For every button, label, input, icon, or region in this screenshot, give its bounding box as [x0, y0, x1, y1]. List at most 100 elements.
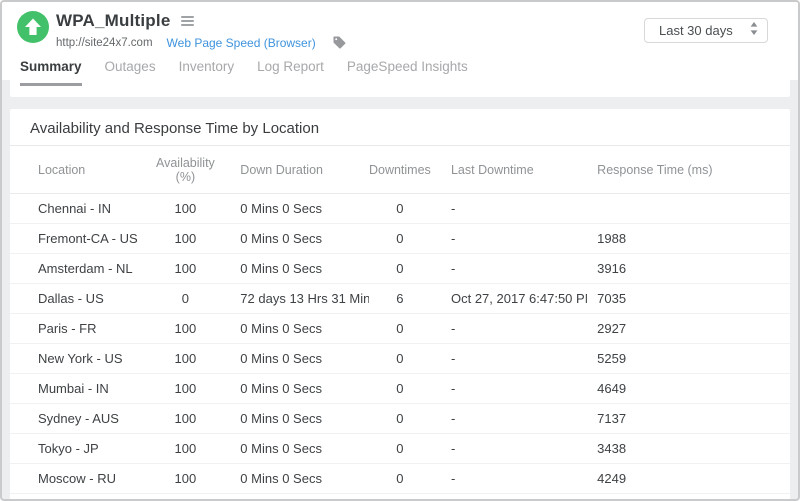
tag-icon[interactable] — [332, 35, 347, 50]
table-cell: - — [439, 254, 587, 284]
column-header: Location — [10, 146, 147, 194]
table-cell: 0 Mins 0 Secs — [232, 314, 369, 344]
table-cell: New York - US — [10, 344, 147, 374]
tab-summary[interactable]: Summary — [20, 59, 82, 86]
table-cell: Fremont-CA - US — [10, 224, 147, 254]
table-cell: 3916 — [587, 254, 790, 284]
table-cell: Moscow - RU — [10, 464, 147, 494]
table-row: Mumbai - IN1000 Mins 0 Secs0-4649 — [10, 374, 790, 404]
status-up-icon — [17, 11, 49, 43]
table-cell: 0 Mins 0 Secs — [232, 254, 369, 284]
column-header: Down Duration — [232, 146, 369, 194]
table-cell: 0 — [147, 284, 233, 314]
table-row: San Francisco - US1000 Mins 0 Secs0-1707 — [10, 494, 790, 501]
monitor-url: http://site24x7.com — [56, 37, 153, 49]
table-cell: 4249 — [587, 464, 790, 494]
tab-inventory[interactable]: Inventory — [179, 59, 235, 86]
hamburger-menu-icon[interactable] — [179, 14, 196, 28]
availability-card: Availability and Response Time by Locati… — [10, 109, 790, 501]
table-row: New York - US1000 Mins 0 Secs0-5259 — [10, 344, 790, 374]
column-header: Downtimes — [369, 146, 439, 194]
table-row: Fremont-CA - US1000 Mins 0 Secs0-1988 — [10, 224, 790, 254]
table-cell: 100 — [147, 314, 233, 344]
table-cell: 100 — [147, 434, 233, 464]
column-header: Last Downtime — [439, 146, 587, 194]
tab-outages[interactable]: Outages — [105, 59, 156, 86]
table-cell: 0 — [369, 224, 439, 254]
table-cell: 100 — [147, 464, 233, 494]
monitor-name: WPA_Multiple — [56, 11, 170, 31]
table-cell: - — [439, 494, 587, 501]
table-cell: 0 — [369, 314, 439, 344]
table-cell: Dallas - US — [10, 284, 147, 314]
table-cell: 6 — [369, 284, 439, 314]
table-cell: 1707 — [587, 494, 790, 501]
select-caret-icon — [750, 22, 758, 40]
content-area: Availability and Response Time by Locati… — [2, 80, 798, 501]
time-range-select[interactable]: Last 30 days — [644, 18, 768, 43]
column-header: Response Time (ms) — [587, 146, 790, 194]
table-cell: Sydney - AUS — [10, 404, 147, 434]
table-cell: - — [439, 464, 587, 494]
table-row: Chennai - IN1000 Mins 0 Secs0- — [10, 194, 790, 224]
table-cell: San Francisco - US — [10, 494, 147, 501]
table-row: Tokyo - JP1000 Mins 0 Secs0-3438 — [10, 434, 790, 464]
table-row: Amsterdam - NL1000 Mins 0 Secs0-3916 — [10, 254, 790, 284]
table-cell: 0 — [369, 434, 439, 464]
monitor-info: WPA_Multiple http://site24x7.com Web Pag… — [56, 11, 347, 50]
table-cell: 3438 — [587, 434, 790, 464]
tab-log-report[interactable]: Log Report — [257, 59, 324, 86]
table-cell: Amsterdam - NL — [10, 254, 147, 284]
table-cell: 0 Mins 0 Secs — [232, 404, 369, 434]
table-cell: 4649 — [587, 374, 790, 404]
table-cell: Paris - FR — [10, 314, 147, 344]
table-cell: - — [439, 434, 587, 464]
table-cell: 1988 — [587, 224, 790, 254]
table-cell: 0 Mins 0 Secs — [232, 434, 369, 464]
table-cell: Oct 27, 2017 6:47:50 PM — [439, 284, 587, 314]
table-cell: 0 — [369, 254, 439, 284]
table-cell: 100 — [147, 404, 233, 434]
table-cell: 100 — [147, 224, 233, 254]
table-cell: 0 — [369, 344, 439, 374]
table-cell: 0 Mins 0 Secs — [232, 464, 369, 494]
table-cell: 0 Mins 0 Secs — [232, 194, 369, 224]
app-window: WPA_Multiple http://site24x7.com Web Pag… — [0, 0, 800, 501]
table-cell: 0 — [369, 374, 439, 404]
monitor-type-link[interactable]: Web Page Speed (Browser) — [167, 36, 316, 50]
monitor-header: WPA_Multiple http://site24x7.com Web Pag… — [2, 2, 798, 80]
time-range-value: Last 30 days — [659, 23, 733, 38]
table-cell: 100 — [147, 344, 233, 374]
availability-table: LocationAvailability (%)Down DurationDow… — [10, 146, 790, 501]
table-cell: Chennai - IN — [10, 194, 147, 224]
table-cell: Mumbai - IN — [10, 374, 147, 404]
table-cell: 0 Mins 0 Secs — [232, 374, 369, 404]
table-row: Dallas - US072 days 13 Hrs 31 Mins6Oct 2… — [10, 284, 790, 314]
table-row: Paris - FR1000 Mins 0 Secs0-2927 — [10, 314, 790, 344]
table-cell: 100 — [147, 254, 233, 284]
table-cell: 0 — [369, 464, 439, 494]
table-cell: 100 — [147, 194, 233, 224]
table-cell: 0 Mins 0 Secs — [232, 494, 369, 501]
table-cell: 100 — [147, 374, 233, 404]
column-header: Availability (%) — [147, 146, 233, 194]
tab-bar: Summary Outages Inventory Log Report PageSpe… — [2, 59, 798, 86]
table-cell: - — [439, 314, 587, 344]
table-cell: - — [439, 194, 587, 224]
table-cell: 100 — [147, 494, 233, 501]
table-cell: - — [439, 404, 587, 434]
table-cell: 5259 — [587, 344, 790, 374]
section-title: Availability and Response Time by Locati… — [10, 109, 790, 145]
tab-pagespeed-insights[interactable]: PageSpeed Insights — [347, 59, 468, 86]
table-row: Moscow - RU1000 Mins 0 Secs0-4249 — [10, 464, 790, 494]
table-header-row: LocationAvailability (%)Down DurationDow… — [10, 146, 790, 194]
table-cell: - — [439, 374, 587, 404]
table-cell: 7035 — [587, 284, 790, 314]
table-cell: 0 — [369, 494, 439, 501]
table-cell: - — [439, 344, 587, 374]
table-cell: 0 — [369, 404, 439, 434]
table-cell: 7137 — [587, 404, 790, 434]
table-body: Chennai - IN1000 Mins 0 Secs0-Fremont-CA… — [10, 194, 790, 501]
table-cell: 0 Mins 0 Secs — [232, 224, 369, 254]
table-row: Sydney - AUS1000 Mins 0 Secs0-7137 — [10, 404, 790, 434]
